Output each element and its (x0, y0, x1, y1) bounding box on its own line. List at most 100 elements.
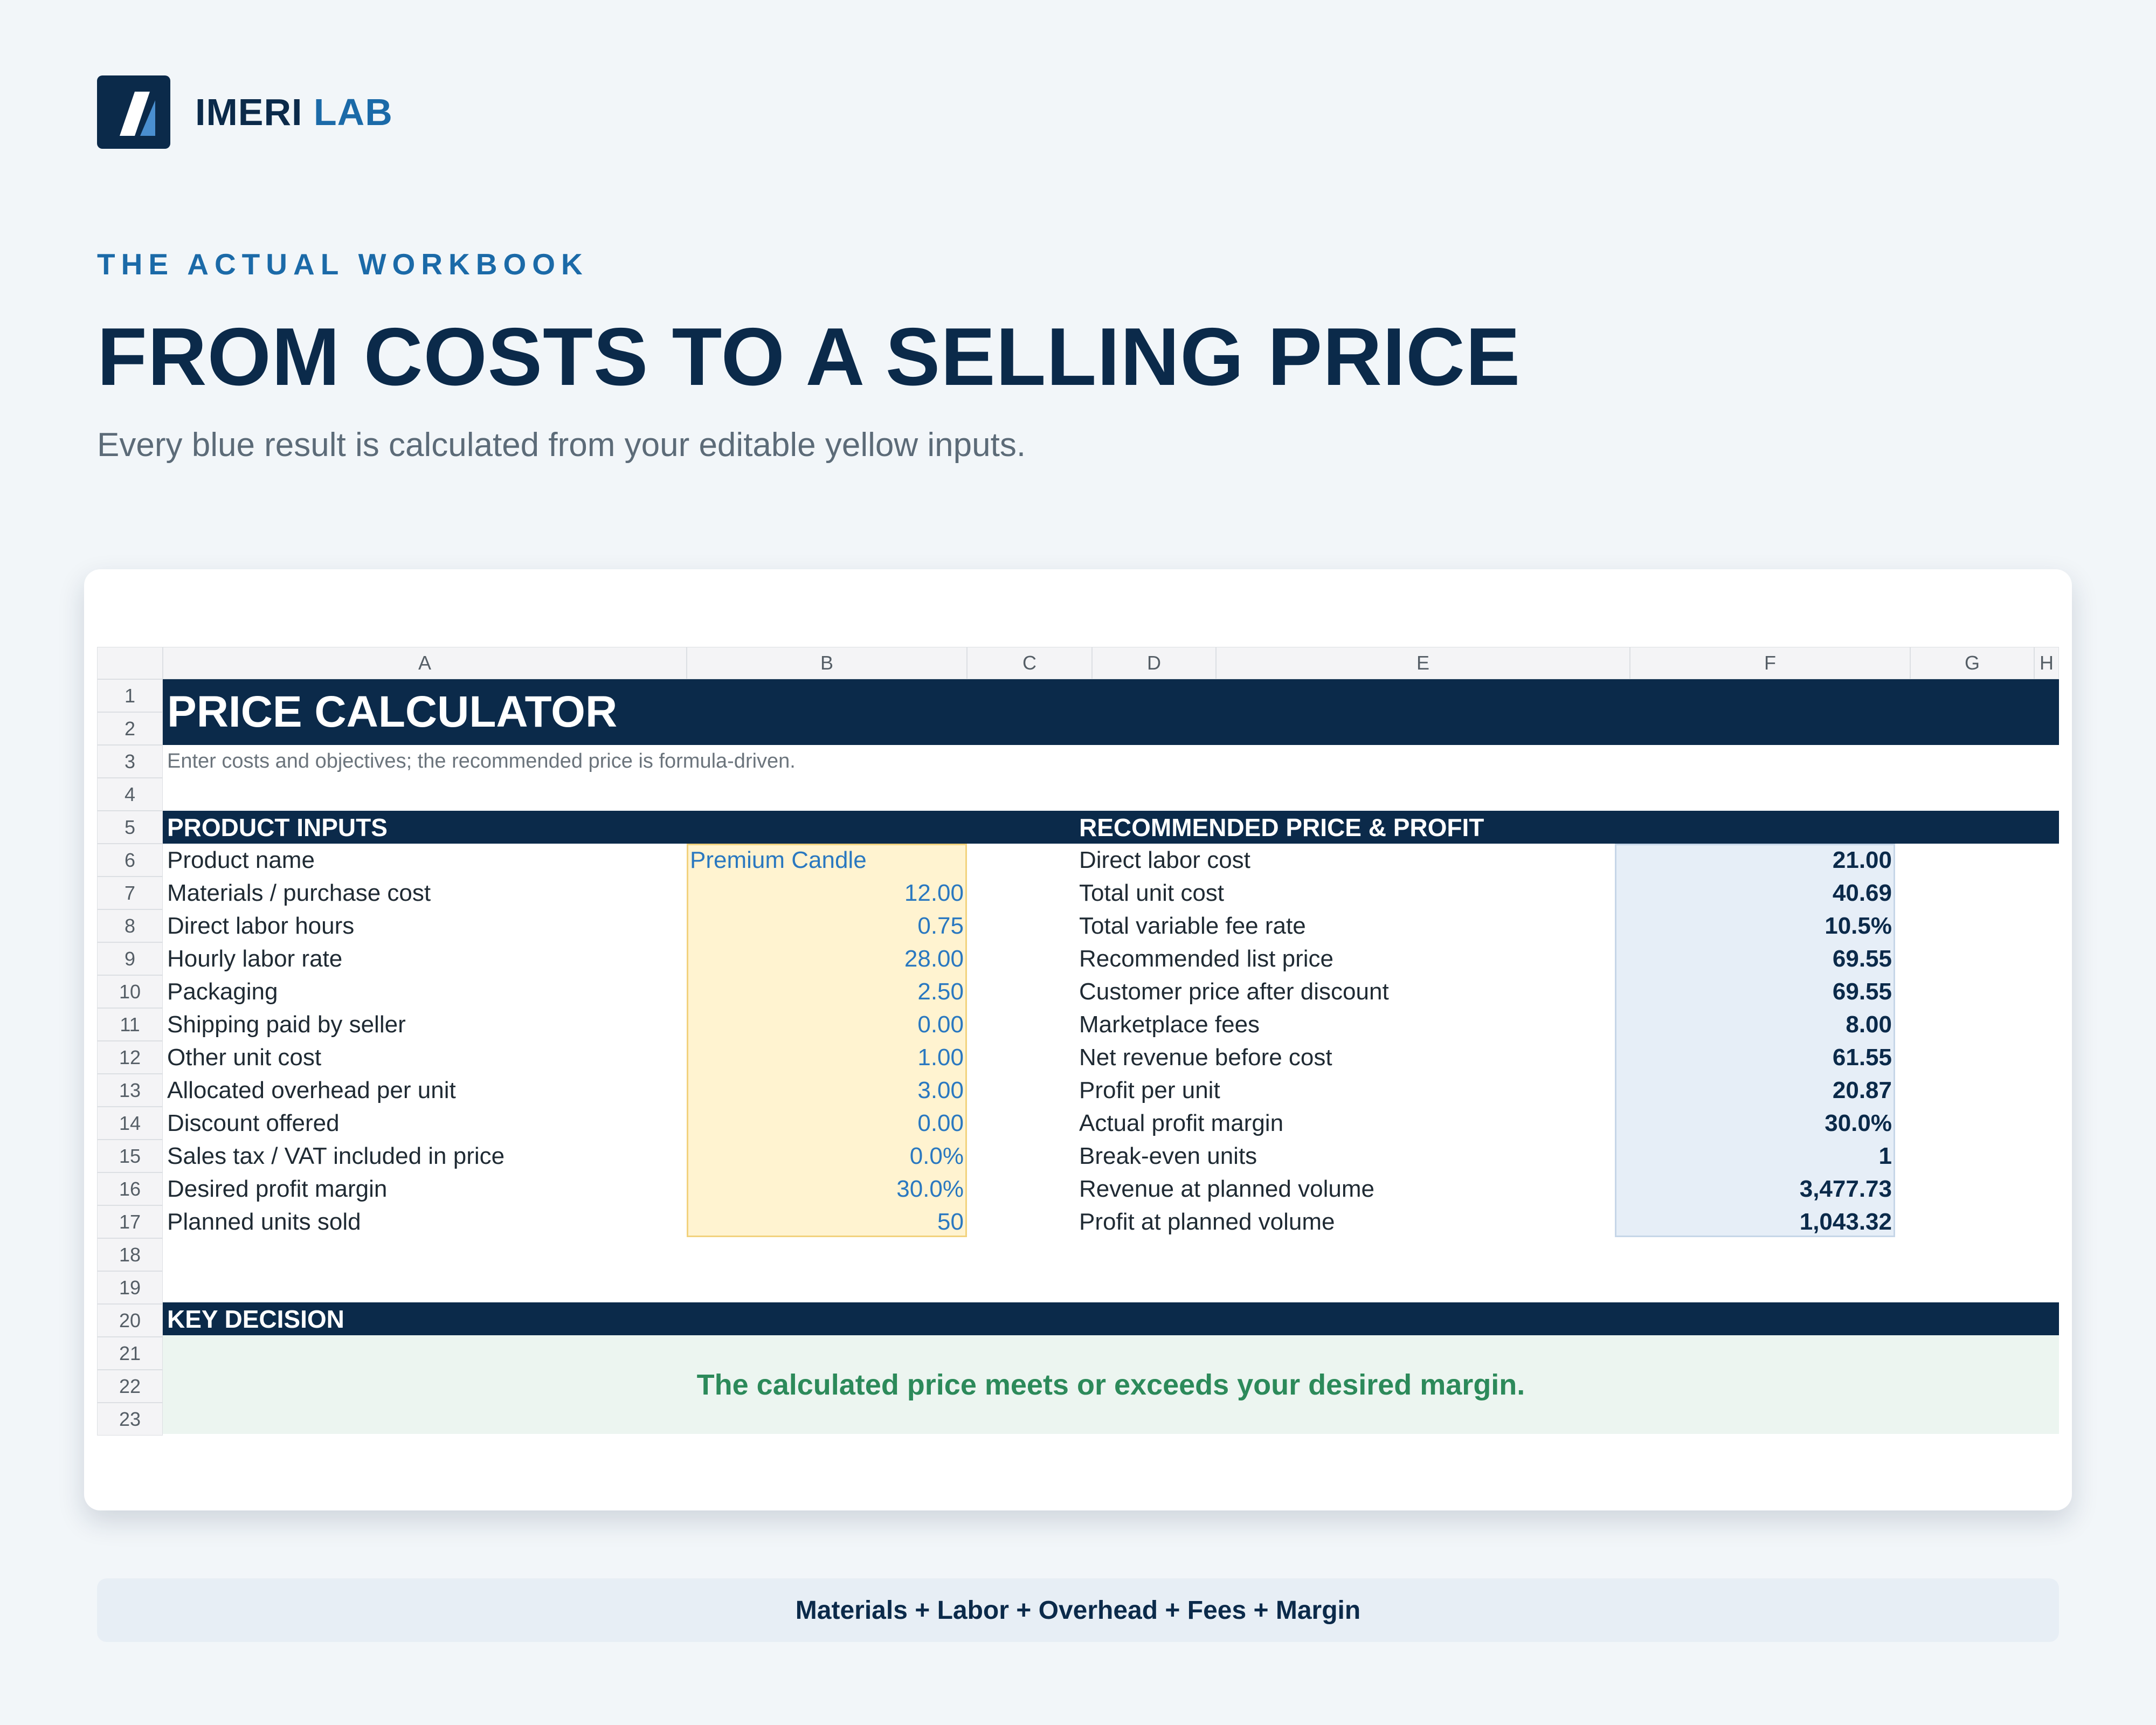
input-label[interactable]: Planned units sold (167, 1208, 361, 1235)
column-header-f[interactable]: F (1630, 647, 1910, 679)
row-header-17[interactable]: 17 (97, 1205, 163, 1238)
column-header-h[interactable]: H (2034, 647, 2059, 679)
input-value-cell[interactable]: Premium Candle (690, 846, 867, 873)
input-label[interactable]: Sales tax / VAT included in price (167, 1142, 505, 1169)
input-label[interactable]: Materials / purchase cost (167, 879, 431, 906)
output-value-cell[interactable]: 61.55 (1832, 1044, 1892, 1071)
output-label[interactable]: Recommended list price (1079, 945, 1333, 972)
input-value-cell[interactable]: 0.00 (917, 1109, 964, 1136)
input-value-cell[interactable]: 0.0% (909, 1142, 964, 1169)
input-cells-range (687, 844, 967, 1237)
input-label[interactable]: Allocated overhead per unit (167, 1077, 456, 1103)
output-value-cell[interactable]: 21.00 (1832, 846, 1892, 873)
output-label[interactable]: Marketplace fees (1079, 1011, 1260, 1038)
output-value-cell[interactable]: 69.55 (1832, 978, 1892, 1005)
output-label[interactable]: Profit at planned volume (1079, 1208, 1335, 1235)
input-value-cell[interactable]: 1.00 (917, 1044, 964, 1071)
output-value-cell[interactable]: 1 (1878, 1142, 1892, 1169)
formula-footer: Materials + Labor + Overhead + Fees + Ma… (97, 1578, 2059, 1642)
row-header-13[interactable]: 13 (97, 1074, 163, 1107)
input-label[interactable]: Product name (167, 846, 315, 873)
brand-name-accent: LAB (313, 91, 393, 133)
output-label[interactable]: Customer price after discount (1079, 978, 1389, 1005)
sheet-subtitle[interactable]: Enter costs and objectives; the recommen… (167, 750, 796, 772)
output-value-cell[interactable]: 8.00 (1846, 1011, 1892, 1038)
eyebrow-label: THE ACTUAL WORKBOOK (97, 247, 589, 281)
column-header-b[interactable]: B (687, 647, 967, 679)
input-value-cell[interactable]: 0.75 (917, 912, 964, 939)
input-label[interactable]: Shipping paid by seller (167, 1011, 406, 1038)
input-value-cell[interactable]: 12.00 (904, 879, 964, 906)
output-label[interactable]: Actual profit margin (1079, 1109, 1284, 1136)
output-label[interactable]: Net revenue before cost (1079, 1044, 1332, 1071)
row-header-19[interactable]: 19 (97, 1271, 163, 1304)
column-header-g[interactable]: G (1910, 647, 2034, 679)
row-header-20[interactable]: 20 (97, 1304, 163, 1337)
brand-name: IMERI LAB (195, 91, 393, 134)
row-header-9[interactable]: 9 (97, 942, 163, 975)
input-value-cell[interactable]: 30.0% (896, 1175, 964, 1202)
output-value-cell[interactable]: 10.5% (1825, 912, 1892, 939)
row-header-4[interactable]: 4 (97, 778, 163, 811)
row-header-8[interactable]: 8 (97, 909, 163, 942)
input-value-cell[interactable]: 3.00 (917, 1077, 964, 1103)
output-label[interactable]: Direct labor cost (1079, 846, 1250, 873)
brand-logo: IMERI LAB (97, 75, 393, 149)
row-header-18[interactable]: 18 (97, 1238, 163, 1271)
decision-section-header[interactable]: KEY DECISION (167, 1305, 344, 1333)
row-header-23[interactable]: 23 (97, 1403, 163, 1436)
row-header-5[interactable]: 5 (97, 811, 163, 844)
section-header-band (163, 811, 2059, 844)
column-header-a[interactable]: A (163, 647, 687, 679)
row-header-16[interactable]: 16 (97, 1172, 163, 1205)
row-header-22[interactable]: 22 (97, 1370, 163, 1403)
row-header-21[interactable]: 21 (97, 1337, 163, 1370)
row-header-7[interactable]: 7 (97, 877, 163, 909)
row-header-11[interactable]: 11 (97, 1008, 163, 1041)
output-value-cell[interactable]: 69.55 (1832, 945, 1892, 972)
logo-mark-icon (97, 75, 170, 149)
output-value-cell[interactable]: 40.69 (1832, 879, 1892, 906)
row-header-15[interactable]: 15 (97, 1140, 163, 1172)
input-label[interactable]: Desired profit margin (167, 1175, 388, 1202)
row-header-12[interactable]: 12 (97, 1041, 163, 1074)
decision-message[interactable]: The calculated price meets or exceeds yo… (163, 1335, 2059, 1434)
page-subtitle: Every blue result is calculated from you… (97, 426, 1026, 464)
input-label[interactable]: Other unit cost (167, 1044, 322, 1071)
workbook-card: PRICE CALCULATOR Enter costs and objecti… (84, 569, 2072, 1510)
input-value-cell[interactable]: 28.00 (904, 945, 964, 972)
column-header-e[interactable]: E (1216, 647, 1630, 679)
sheet-title[interactable]: PRICE CALCULATOR (163, 679, 2059, 745)
decision-section-band (163, 1302, 2059, 1335)
output-value-cell[interactable]: 20.87 (1832, 1077, 1892, 1103)
row-header-3[interactable]: 3 (97, 745, 163, 778)
row-header-6[interactable]: 6 (97, 844, 163, 877)
brand-name-primary: IMERI (195, 91, 303, 133)
input-value-cell[interactable]: 0.00 (917, 1011, 964, 1038)
output-value-cell[interactable]: 1,043.32 (1799, 1208, 1892, 1235)
output-value-cell[interactable]: 3,477.73 (1799, 1175, 1892, 1202)
select-all-corner[interactable] (97, 647, 163, 679)
row-header-2[interactable]: 2 (97, 712, 163, 745)
input-value-cell[interactable]: 2.50 (917, 978, 964, 1005)
output-label[interactable]: Total unit cost (1079, 879, 1225, 906)
output-label[interactable]: Revenue at planned volume (1079, 1175, 1374, 1202)
output-label[interactable]: Profit per unit (1079, 1077, 1220, 1103)
page-title: FROM COSTS TO A SELLING PRICE (97, 311, 1521, 403)
column-header-d[interactable]: D (1092, 647, 1216, 679)
output-label[interactable]: Total variable fee rate (1079, 912, 1306, 939)
input-label[interactable]: Hourly labor rate (167, 945, 343, 972)
input-label[interactable]: Direct labor hours (167, 912, 355, 939)
row-header-14[interactable]: 14 (97, 1107, 163, 1140)
column-header-c[interactable]: C (967, 647, 1092, 679)
output-label[interactable]: Break-even units (1079, 1142, 1257, 1169)
input-value-cell[interactable]: 50 (937, 1208, 964, 1235)
row-header-10[interactable]: 10 (97, 975, 163, 1008)
spreadsheet: PRICE CALCULATOR Enter costs and objecti… (97, 647, 2059, 1436)
inputs-section-header[interactable]: PRODUCT INPUTS (167, 813, 388, 841)
input-label[interactable]: Discount offered (167, 1109, 340, 1136)
row-header-1[interactable]: 1 (97, 679, 163, 712)
input-label[interactable]: Packaging (167, 978, 278, 1005)
output-value-cell[interactable]: 30.0% (1825, 1109, 1892, 1136)
outputs-section-header[interactable]: RECOMMENDED PRICE & PROFIT (1079, 813, 1484, 841)
